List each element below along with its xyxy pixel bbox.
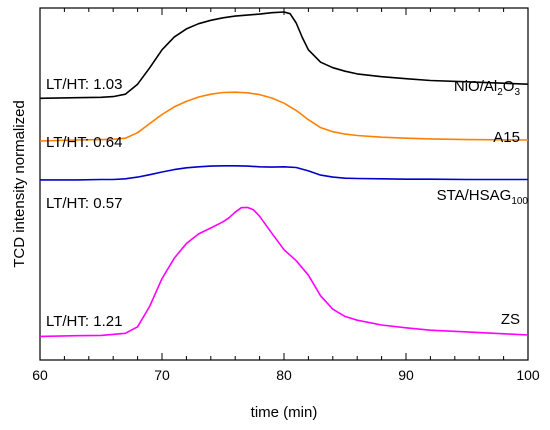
x-tick-labels: 60 70 80 90 100 — [32, 367, 540, 383]
plot-frame — [39, 7, 529, 361]
series-line-3 — [39, 206, 529, 338]
series-label-a15: A15 — [493, 129, 520, 146]
annotation-a15: LT/HT: 0.64 — [46, 134, 122, 151]
x-tick-label: 90 — [398, 367, 414, 383]
x-axis-label: time (min) — [251, 404, 318, 421]
series-label-sta: STA/HSAG100 — [437, 187, 529, 207]
series-label-zs: ZS — [501, 311, 520, 328]
series-label-nio: NiO/Al2O3 — [454, 78, 521, 98]
x-tick-label: 80 — [276, 367, 292, 383]
axis-ticks — [39, 8, 529, 360]
series-line-2 — [40, 165, 528, 181]
y-axis-label: TCD intensity normalized — [11, 100, 28, 268]
series-line-0 — [39, 11, 529, 100]
x-tick-label: 100 — [516, 367, 540, 383]
annotation-zs: LT/HT: 1.21 — [46, 313, 122, 330]
series-line-1 — [39, 91, 529, 142]
x-tick-label: 70 — [154, 367, 170, 383]
annotation-sta: LT/HT: 0.57 — [46, 195, 122, 212]
series-lines — [39, 11, 529, 338]
annotation-nio: LT/HT: 1.03 — [46, 76, 122, 93]
x-tick-label: 60 — [32, 367, 48, 383]
